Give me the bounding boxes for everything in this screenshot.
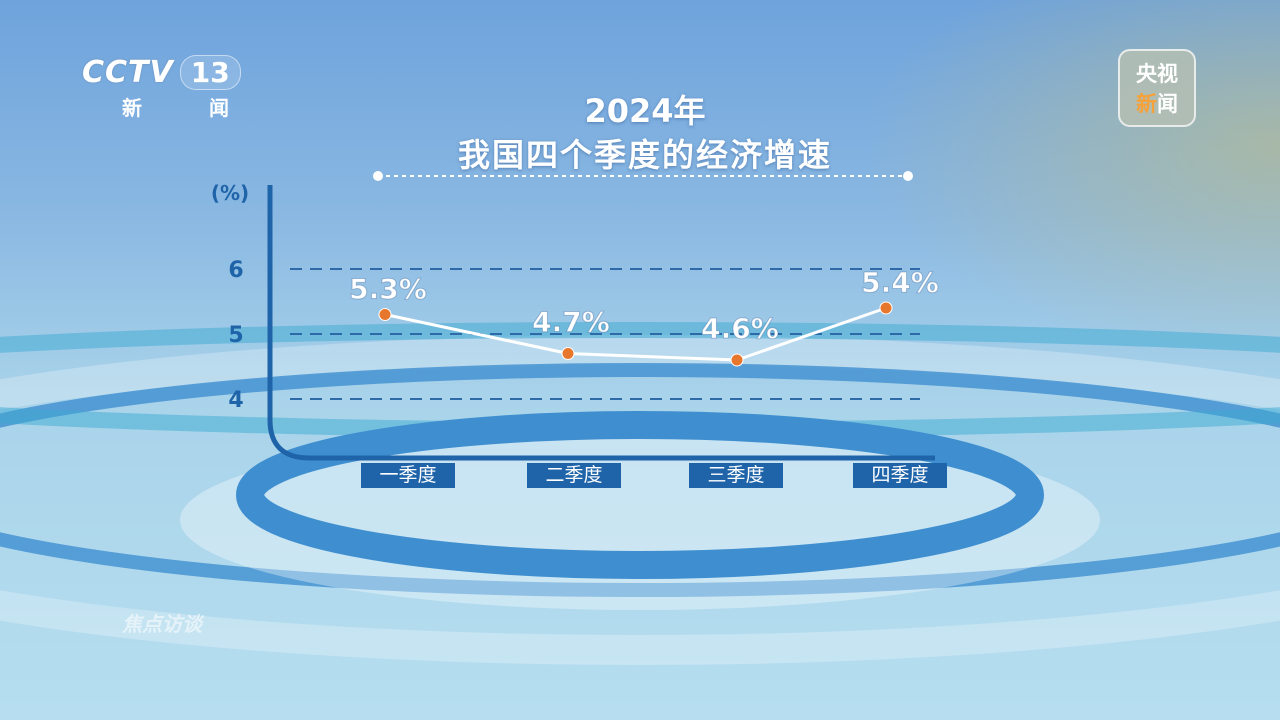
- data-label: 5.3%: [349, 273, 427, 306]
- data-label: 4.7%: [532, 306, 610, 339]
- chart-subtitle: 我国四个季度的经济增速: [457, 136, 832, 174]
- x-category-label: 一季度: [361, 463, 455, 488]
- title-underline-dot: [903, 171, 913, 181]
- data-point: [879, 301, 893, 315]
- cctv-news-badge: 央视 新闻: [1118, 49, 1196, 127]
- badge-line2-b: 闻: [1157, 92, 1178, 116]
- watermark: 焦点访谈: [122, 612, 202, 636]
- cctv13-logo: CCTV 13 新 闻: [82, 55, 259, 121]
- logo-channel-number: 13: [179, 55, 241, 90]
- x-category-label: 二季度: [527, 463, 621, 488]
- data-label: 5.4%: [861, 266, 939, 299]
- x-category-label: 四季度: [853, 463, 947, 488]
- logo-cctv: CCTV: [82, 55, 174, 90]
- logo-channel-name: 新 闻: [122, 96, 259, 120]
- y-tick-label: 4: [228, 388, 243, 413]
- data-point: [730, 353, 744, 367]
- chart-axis: [267, 185, 935, 461]
- title-underline-dot: [373, 171, 383, 181]
- y-tick-label: 5: [228, 323, 243, 348]
- background-glow: [860, 0, 1280, 360]
- series-line: [384, 306, 887, 362]
- data-point: [378, 308, 392, 321]
- badge-line2: 新闻: [1120, 89, 1194, 119]
- x-category-label: 三季度: [689, 463, 783, 488]
- y-axis-label: (%): [211, 181, 249, 205]
- badge-line1: 央视: [1136, 62, 1178, 86]
- badge-line2-a: 新: [1136, 92, 1157, 116]
- data-point: [561, 347, 575, 360]
- y-tick-label: 6: [228, 258, 243, 283]
- data-label: 4.6%: [701, 312, 779, 345]
- chart-title: 2024年: [584, 92, 706, 130]
